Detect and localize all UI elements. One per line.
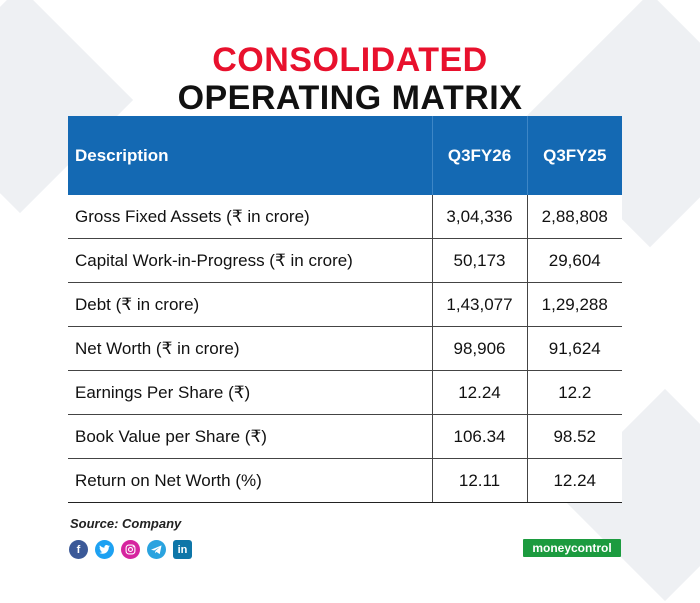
row-value-q3fy26: 1,43,077: [431, 282, 527, 327]
facebook-icon[interactable]: f: [69, 540, 88, 559]
row-value-q3fy25: 12.24: [526, 458, 622, 503]
row-description: Capital Work-in-Progress (₹ in crore): [68, 238, 432, 283]
table-row: Debt (₹ in crore) 1,43,077 1,29,288: [68, 282, 622, 327]
table-row: Return on Net Worth (%) 12.11 12.24: [68, 458, 622, 503]
row-description: Return on Net Worth (%): [68, 458, 432, 503]
operating-matrix-table: Description Q3FY26 Q3FY25 Gross Fixed As…: [68, 116, 622, 503]
row-value-q3fy25: 12.2: [526, 370, 622, 415]
table-row: Net Worth (₹ in crore) 98,906 91,624: [68, 326, 622, 371]
header-q3fy26: Q3FY26: [431, 116, 527, 195]
instagram-icon[interactable]: [121, 540, 140, 559]
linkedin-icon[interactable]: in: [173, 540, 192, 559]
row-description: Book Value per Share (₹): [68, 414, 432, 459]
row-description: Gross Fixed Assets (₹ in crore): [68, 195, 432, 239]
source-note: Source: Company: [70, 516, 182, 531]
row-description: Net Worth (₹ in crore): [68, 326, 432, 371]
row-value-q3fy25: 1,29,288: [526, 282, 622, 327]
header-description: Description: [68, 116, 432, 195]
table-row: Gross Fixed Assets (₹ in crore) 3,04,336…: [68, 195, 622, 239]
row-description: Debt (₹ in crore): [68, 282, 432, 327]
row-value-q3fy26: 12.24: [431, 370, 527, 415]
title-line-1: CONSOLIDATED: [212, 41, 488, 79]
table-row: Book Value per Share (₹) 106.34 98.52: [68, 414, 622, 459]
row-value-q3fy25: 98.52: [526, 414, 622, 459]
row-value-q3fy25: 2,88,808: [526, 195, 622, 239]
row-description: Earnings Per Share (₹): [68, 370, 432, 415]
telegram-icon[interactable]: [147, 540, 166, 559]
twitter-icon[interactable]: [95, 540, 114, 559]
row-value-q3fy26: 50,173: [431, 238, 527, 283]
row-value-q3fy26: 3,04,336: [431, 195, 527, 239]
social-links: f in: [69, 540, 192, 559]
row-value-q3fy26: 106.34: [431, 414, 527, 459]
title-line-2: OPERATING MATRIX: [177, 79, 523, 117]
header-q3fy25: Q3FY25: [526, 116, 622, 195]
table-row: Earnings Per Share (₹) 12.24 12.2: [68, 370, 622, 415]
row-value-q3fy25: 91,624: [526, 326, 622, 371]
row-value-q3fy25: 29,604: [526, 238, 622, 283]
moneycontrol-logo: moneycontrol: [523, 539, 621, 557]
table-row: Capital Work-in-Progress (₹ in crore) 50…: [68, 238, 622, 283]
row-value-q3fy26: 12.11: [431, 458, 527, 503]
row-value-q3fy26: 98,906: [431, 326, 527, 371]
table-header-row: Description Q3FY26 Q3FY25: [68, 116, 622, 195]
